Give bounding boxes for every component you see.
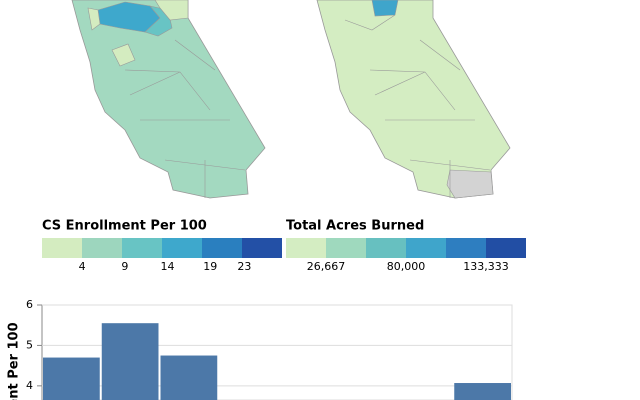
bar <box>43 357 100 400</box>
y-axis-title: ent Per 100 <box>7 322 22 400</box>
state-shape <box>316 0 511 199</box>
legend-tick-label: 26,667 <box>307 260 346 273</box>
county-light <box>154 0 189 21</box>
county-light <box>111 43 136 67</box>
acres-map <box>316 0 511 199</box>
county-lines <box>124 39 246 198</box>
legend-swatch <box>326 238 366 258</box>
bar <box>454 383 511 400</box>
county-lines <box>344 14 491 198</box>
legend-title: Total Acres Burned <box>286 219 424 234</box>
enrollment-map <box>71 0 266 199</box>
county-highlight <box>371 0 399 17</box>
legend-swatch <box>486 238 526 258</box>
legend-swatch <box>42 238 82 258</box>
legend-swatch <box>406 238 446 258</box>
legend-swatch <box>162 238 202 258</box>
legend-tick-label: 133,333 <box>463 260 509 273</box>
bar <box>101 323 159 400</box>
legend-swatch <box>446 238 486 258</box>
legend-tick-label: 14 <box>161 260 175 273</box>
legend-swatch <box>366 238 406 258</box>
legend-swatch <box>202 238 242 258</box>
legend-swatch <box>242 238 282 258</box>
county-light <box>87 7 101 31</box>
legend-swatch <box>286 238 326 258</box>
legend-swatch <box>82 238 122 258</box>
legend-tick-label: 4 <box>79 260 86 273</box>
legend-title: CS Enrollment Per 100 <box>42 219 207 234</box>
legend-swatch <box>122 238 162 258</box>
legend-tick-label: 80,000 <box>387 260 426 273</box>
legend-tick-label: 19 <box>203 260 217 273</box>
y-tick-label: 6 <box>26 298 33 311</box>
legend-tick-label: 23 <box>237 260 251 273</box>
county-nodata <box>446 169 494 199</box>
legend-tick-label: 9 <box>121 260 128 273</box>
bar <box>160 355 218 400</box>
y-tick-label: 5 <box>26 338 33 351</box>
y-tick-label: 4 <box>26 379 33 392</box>
